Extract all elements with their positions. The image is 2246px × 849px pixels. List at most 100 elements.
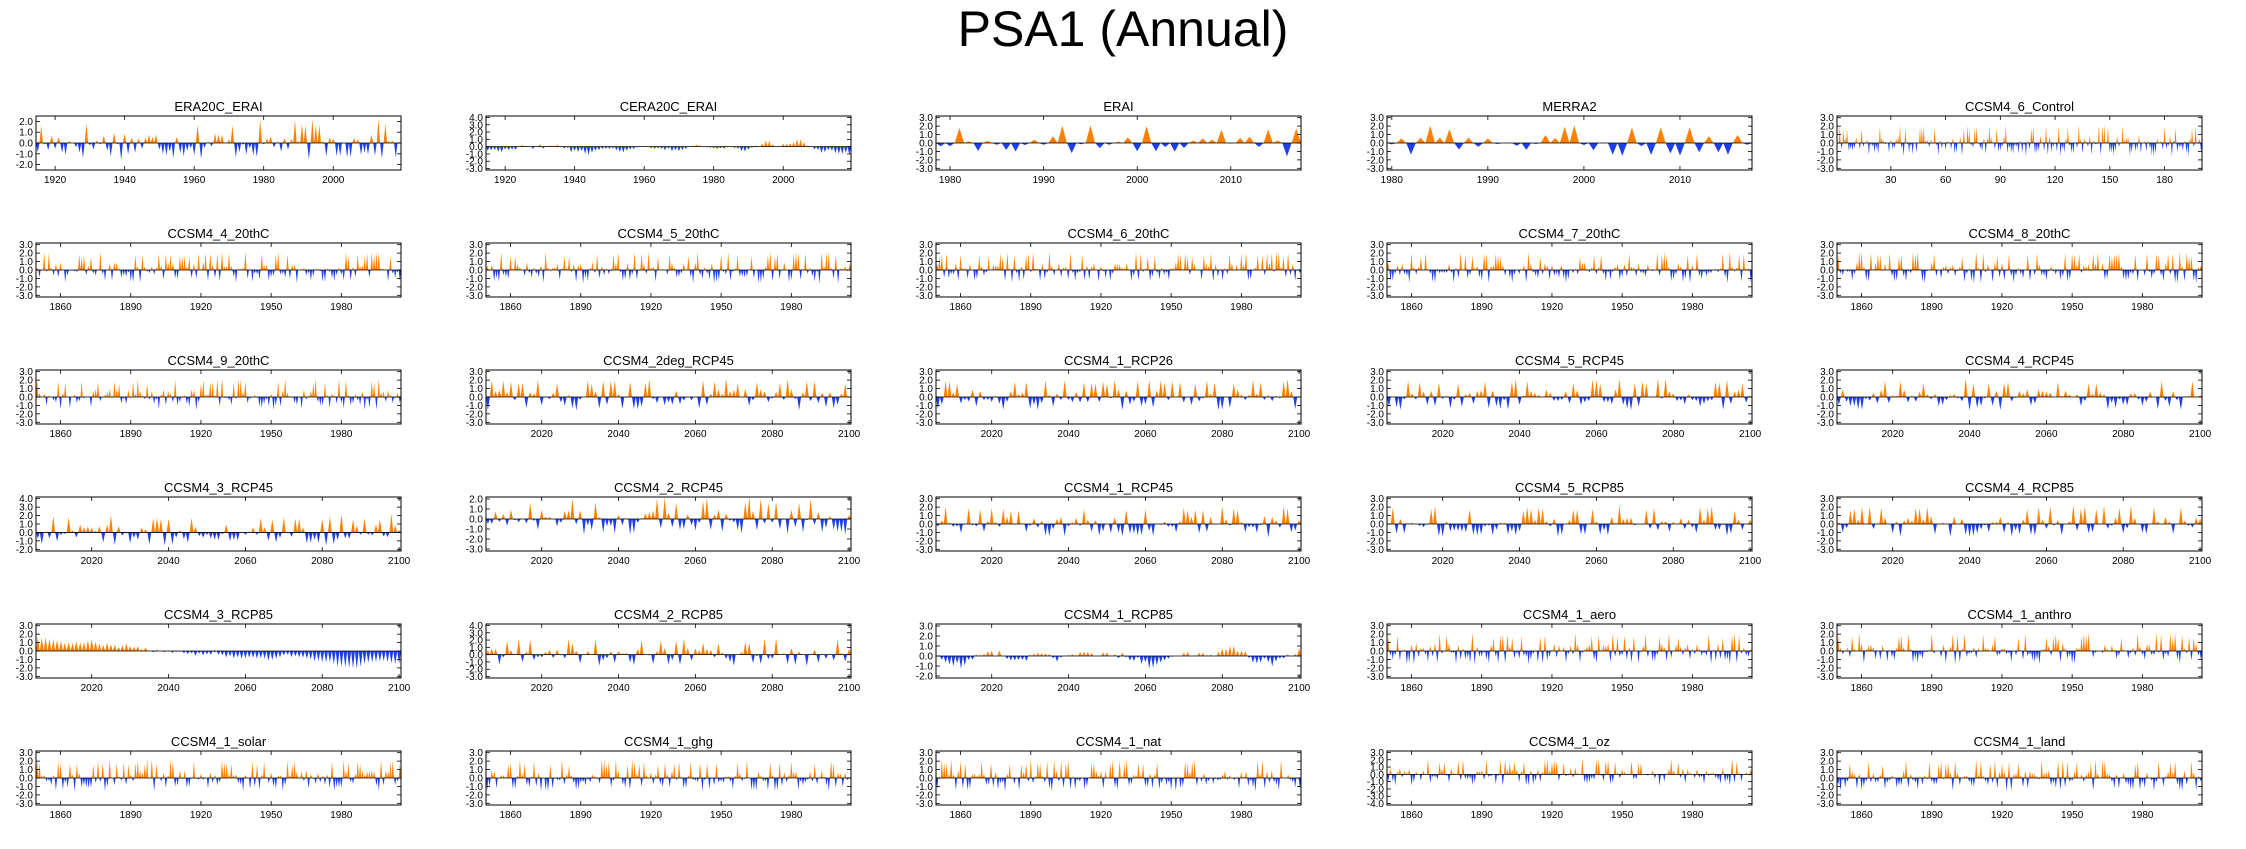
positive-anomaly-area	[486, 251, 851, 270]
x-tick-label: 1890	[1471, 302, 1494, 313]
y-tick-label: 1.0	[919, 257, 933, 268]
y-tick-label: 2.0	[1370, 503, 1384, 514]
chart-panel: CCSM4_1_oz 3.02.01.00.0-1.0-2.0-3.0-4.0 18…	[1367, 734, 1753, 821]
x-tick-label: 1950	[260, 810, 283, 821]
y-tick-label: 0.0	[1820, 139, 1834, 150]
positive-anomaly-area	[1837, 505, 2202, 524]
y-tick-label: -1.0	[16, 655, 34, 666]
y-tick-label: 2.0	[1820, 249, 1834, 260]
x-tick-label: 2060	[1585, 429, 1608, 440]
x-tick-label: 1890	[1020, 810, 1043, 821]
positive-anomaly-area	[1837, 632, 2198, 651]
chart-panel: CCSM4_5_RCP85 3.02.01.00.0-1.0-2.0-3.0 202…	[1367, 480, 1762, 567]
y-tick-label: 2.0	[469, 636, 483, 647]
y-tick-label: 2.0	[1820, 122, 1834, 133]
positive-anomaly-area	[43, 513, 401, 533]
chart-panel: CCSM4_4_RCP85 3.02.01.00.0-1.0-2.0-3.0 202…	[1817, 480, 2212, 567]
positive-anomaly-area	[489, 378, 848, 397]
y-tick-label: 3.0	[919, 113, 933, 124]
positive-anomaly-area	[940, 759, 1290, 778]
chart-panel: CCSM4_1_anthro 3.02.01.00.0-1.0-2.0-3.0 18…	[1817, 607, 2203, 694]
positive-anomaly-area	[36, 637, 171, 651]
negative-anomaly-area	[1840, 524, 2195, 537]
y-tick-label: -1.0	[916, 662, 934, 673]
panel-title: CCSM4_9_20thC	[168, 353, 270, 368]
chart-panel: CCSM4_3_RCP45 4.03.02.01.00.0-1.0-2.0 2020…	[16, 480, 411, 567]
x-tick-label: 1890	[1471, 683, 1494, 694]
x-tick-label: 2020	[981, 556, 1004, 567]
panel-title: ERAI	[1103, 99, 1133, 114]
x-tick-label: 2000	[1573, 175, 1596, 186]
y-tick-label: -1.0	[1817, 655, 1835, 666]
x-tick-label: 1950	[2061, 683, 2084, 694]
x-tick-label: 2100	[1739, 556, 1762, 567]
panel-title: CCSM4_6_Control	[1965, 99, 2074, 114]
x-tick-label: 2060	[684, 683, 707, 694]
y-tick-label: 0.0	[919, 774, 933, 785]
x-tick-label: 1980	[1230, 810, 1253, 821]
y-tick-label: 1.0	[19, 520, 33, 531]
y-tick-label: 4.0	[469, 621, 483, 632]
positive-anomaly-area	[1837, 124, 2201, 143]
negative-anomaly-area	[493, 270, 849, 284]
y-tick-label: -3.0	[466, 418, 484, 429]
x-tick-label: 2040	[1057, 683, 1080, 694]
positive-anomaly-area	[1390, 505, 1752, 524]
x-tick-label: 2020	[531, 556, 554, 567]
y-tick-label: 1.0	[919, 511, 933, 522]
x-tick-label: 1980	[2131, 302, 2154, 313]
x-tick-label: 2080	[1211, 429, 1234, 440]
chart-panel: CCSM4_4_RCP45 3.02.01.00.0-1.0-2.0-3.0 202…	[1817, 353, 2212, 440]
x-tick-label: 2080	[1211, 683, 1234, 694]
negative-anomaly-area	[486, 397, 851, 411]
y-tick-label: 3.0	[919, 622, 933, 633]
y-tick-label: 2.0	[1820, 757, 1834, 768]
x-tick-label: 150	[2101, 175, 2118, 186]
chart-panel: CCSM4_6_Control 3.02.01.00.0-1.0-2.0-3.0 3…	[1817, 99, 2203, 186]
x-tick-label: 1940	[114, 175, 137, 186]
y-tick-label: -3.0	[16, 418, 34, 429]
x-tick-label: 1920	[1541, 302, 1564, 313]
y-tick-label: -2.0	[916, 536, 934, 547]
chart-panel: CCSM4_4_20thC 3.02.01.00.0-1.0-2.0-3.0 186…	[16, 226, 402, 313]
x-tick-label: 2060	[1134, 556, 1157, 567]
panel-title: CCSM4_1_land	[1974, 734, 2066, 749]
y-tick-label: 3.0	[1370, 367, 1384, 378]
x-tick-label: 2040	[607, 683, 630, 694]
negative-anomaly-area	[936, 397, 1298, 411]
y-tick-label: -2.0	[16, 282, 34, 293]
y-tick-label: -2.0	[1817, 536, 1835, 547]
y-tick-label: -2.0	[1367, 536, 1385, 547]
x-tick-label: 2080	[761, 429, 784, 440]
y-tick-label: -2.0	[16, 409, 34, 420]
y-tick-label: 0.0	[19, 139, 33, 150]
y-tick-label: 3.0	[19, 367, 33, 378]
y-tick-label: 0.0	[1820, 393, 1834, 404]
chart-panel: CCSM4_6_20thC 3.02.01.00.0-1.0-2.0-3.0 186…	[916, 226, 1302, 313]
y-tick-label: -2.0	[1817, 282, 1835, 293]
y-tick-label: 3.0	[919, 494, 933, 505]
y-tick-label: 2.0	[469, 249, 483, 260]
x-tick-label: 2100	[1288, 429, 1311, 440]
y-tick-label: 1.0	[1370, 257, 1384, 268]
y-tick-label: 4.0	[469, 113, 483, 124]
negative-anomaly-area	[36, 143, 398, 160]
negative-anomaly-area	[1387, 524, 1749, 537]
y-tick-label: -2.0	[1817, 409, 1835, 420]
x-tick-label: 1980	[780, 810, 803, 821]
panel-title: CERA20C_ERAI	[620, 99, 718, 114]
y-tick-label: 1.0	[1820, 638, 1834, 649]
x-tick-label: 1920	[640, 810, 663, 821]
panel-title: CCSM4_7_20thC	[1519, 226, 1621, 241]
x-tick-label: 1980	[330, 429, 353, 440]
x-tick-label: 1980	[1681, 810, 1704, 821]
y-tick-label: -3.0	[1367, 418, 1385, 429]
negative-anomaly-area	[36, 532, 390, 546]
x-tick-label: 2020	[81, 556, 104, 567]
y-tick-label: -1.0	[916, 147, 934, 158]
x-tick-label: 2020	[1432, 556, 1455, 567]
x-tick-label: 1950	[1611, 683, 1634, 694]
y-tick-label: 1.0	[1370, 763, 1384, 774]
x-tick-label: 2040	[1057, 556, 1080, 567]
